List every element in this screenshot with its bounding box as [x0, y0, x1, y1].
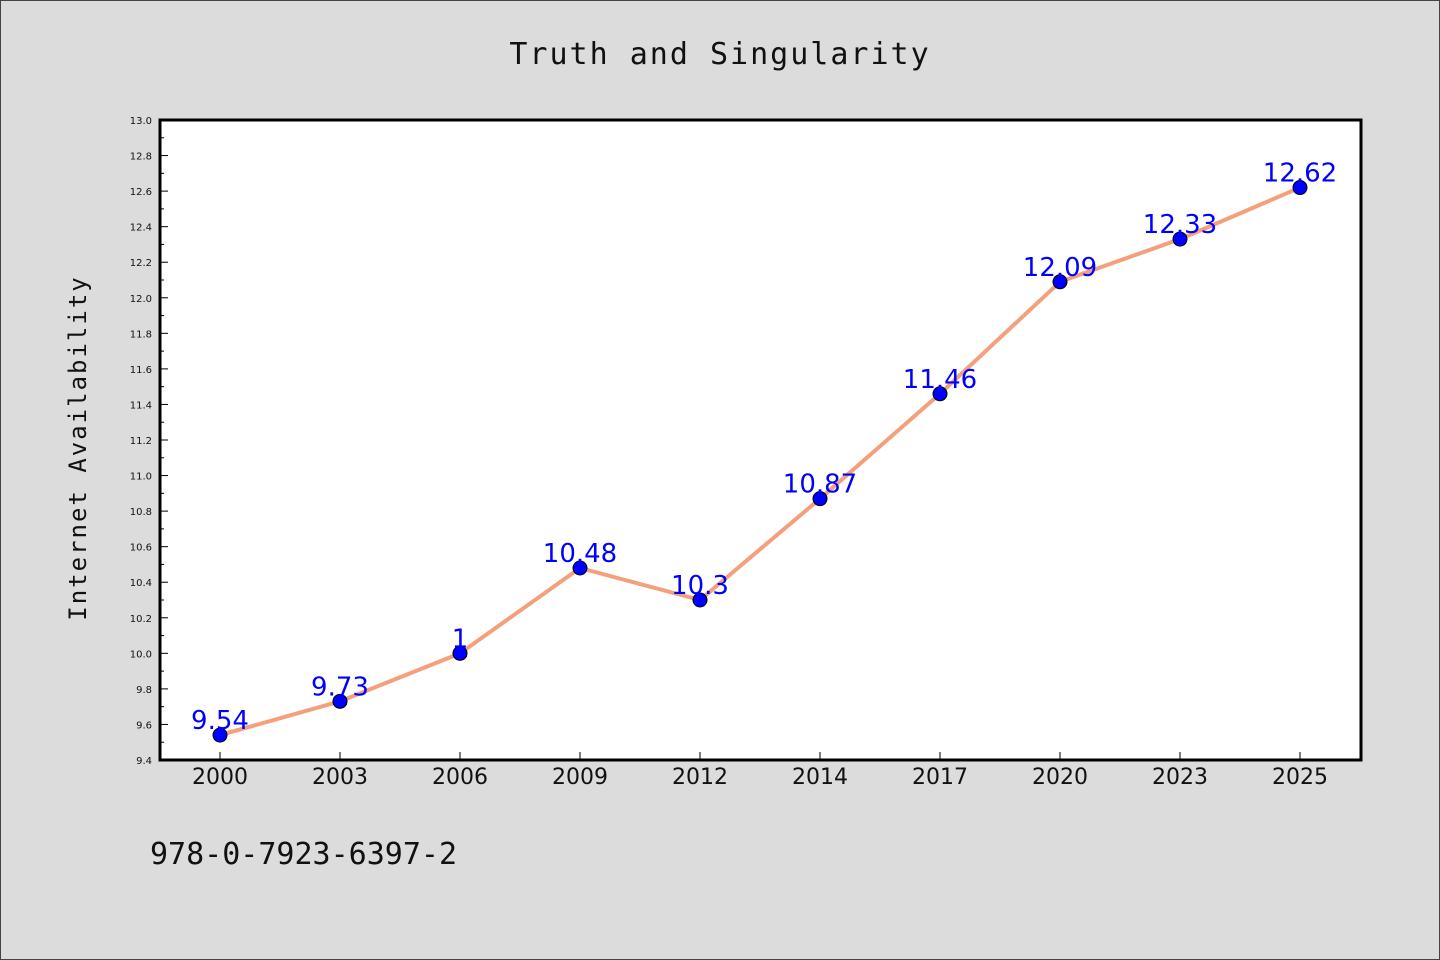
y-tick-label: 12.8: [130, 152, 152, 163]
x-tick-label: 2003: [312, 765, 368, 790]
y-tick-label: 11.8: [130, 329, 152, 340]
data-label: 10.87: [783, 470, 857, 500]
series-line: [219, 185, 1301, 738]
series-layer: 9.54 9.73 1 10.48 10.3 10.87 11.46 12.09 12.33 12…: [191, 159, 1337, 743]
y-tick-label: 11.2: [130, 436, 152, 447]
x-tick-label: 2025: [1272, 765, 1328, 790]
isbn-text: 978-0-7923-6397-2: [150, 837, 457, 872]
data-point: [332, 693, 348, 709]
data-point: [692, 592, 708, 608]
y-tick-label: 10.0: [130, 649, 152, 660]
plot-border: [158, 118, 1363, 762]
y-axis-label: Internet Availability: [64, 275, 92, 620]
x-tick-label: 2012: [672, 765, 728, 790]
data-label: 12.33: [1143, 210, 1217, 240]
y-tick-label: 12.6: [130, 187, 152, 198]
plot-area: [160, 120, 1361, 760]
y-axis: 9.4 9.6 9.8 10.0 10.2 10.4 10.6 10.8 11.0 11.2 11.…: [130, 116, 168, 767]
x-axis: 2000 2003 2006 2009 2012 2014 2017 2020 2023 2025: [192, 752, 1328, 790]
y-tick-label: 11.6: [130, 365, 152, 376]
y-tick-label: 10.2: [130, 614, 152, 625]
x-tick-label: 2020: [1032, 765, 1088, 790]
data-point: [572, 560, 588, 576]
y-tick-label: 9.4: [136, 756, 152, 767]
data-label: 12.09: [1023, 253, 1097, 283]
data-point: [1172, 231, 1188, 247]
x-tick-label: 2006: [432, 765, 488, 790]
data-point: [1292, 180, 1308, 196]
x-tick-label: 2023: [1152, 765, 1208, 790]
y-tick-label: 12.4: [130, 223, 152, 234]
data-point: [932, 386, 948, 402]
data-point: [812, 491, 828, 507]
data-label: 10.48: [543, 539, 617, 569]
chart-title: Truth and Singularity: [509, 37, 930, 72]
y-tick-label: 11.0: [130, 472, 152, 483]
x-tick-label: 2000: [192, 765, 248, 790]
y-tick-label: 9.6: [136, 720, 152, 731]
data-label: 1: [452, 624, 469, 654]
data-point: [212, 727, 228, 743]
y-tick-label: 10.8: [130, 507, 152, 518]
x-tick-label: 2014: [792, 765, 848, 790]
data-point: [452, 645, 468, 661]
y-tick-label: 11.4: [130, 400, 152, 411]
data-label: 9.73: [311, 672, 369, 702]
data-label: 12.62: [1263, 159, 1337, 189]
data-label: 11.46: [903, 365, 977, 395]
y-tick-label: 10.4: [130, 578, 152, 589]
x-tick-label: 2017: [912, 765, 968, 790]
x-tick-label: 2009: [552, 765, 608, 790]
y-tick-label: 13.0: [130, 116, 152, 127]
y-tick-label: 9.8: [136, 685, 152, 696]
data-label: 9.54: [191, 706, 249, 736]
data-point: [1052, 274, 1068, 290]
y-tick-label: 10.6: [130, 543, 152, 554]
y-tick-label: 12.0: [130, 294, 152, 305]
y-tick-label: 12.2: [130, 258, 152, 269]
data-label: 10.3: [671, 571, 729, 601]
